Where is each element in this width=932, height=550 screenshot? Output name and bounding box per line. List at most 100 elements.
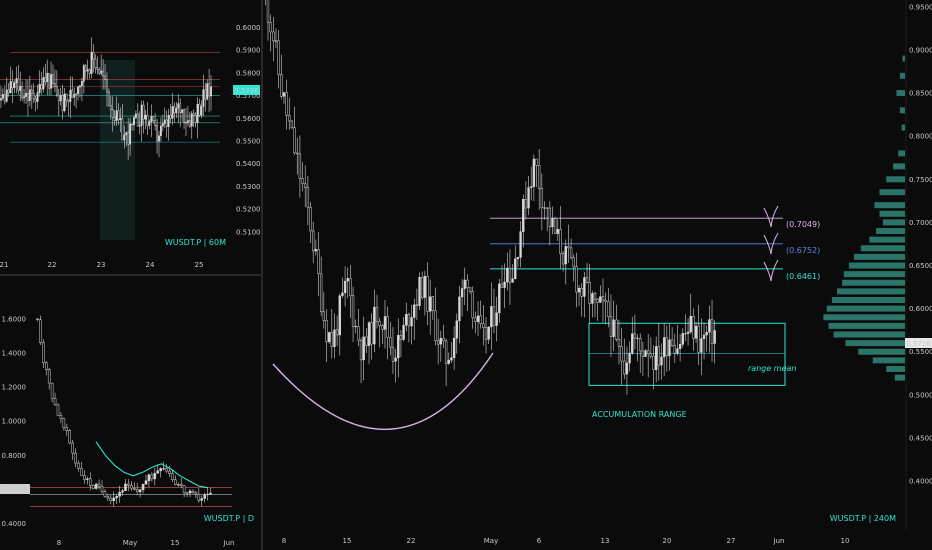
hourly-y-tick: 0.5400 — [236, 160, 261, 168]
daily-candle — [179, 484, 183, 486]
volume-profile-bar — [879, 189, 905, 196]
daily-candle — [44, 362, 48, 370]
volume-profile-bar — [823, 314, 905, 321]
volume-profile-bar — [872, 357, 905, 364]
daily-candle — [200, 498, 204, 501]
hourly-chart-panel[interactable]: 0.6000 0.5900 0.5800 0.5700 0.5600 0.5500 0.54… — [0, 24, 261, 269]
main-candle — [670, 339, 674, 346]
daily-candle — [206, 493, 209, 496]
daily-chart-panel[interactable]: 1.60001.40001.20001.00000.80000.60000.40… — [2, 315, 235, 547]
hourly-candle — [71, 89, 74, 98]
daily-candle — [86, 478, 89, 480]
daily-moving-average — [95, 441, 209, 489]
main-candle — [599, 296, 602, 303]
main-candle — [676, 348, 679, 354]
main-candle — [335, 329, 339, 336]
hourly-candle — [152, 116, 155, 121]
volume-profile-bar — [860, 245, 905, 252]
daily-candle — [39, 319, 42, 343]
hourly-candle — [186, 120, 189, 123]
target-arrow-icon — [763, 232, 779, 255]
hourly-candle — [106, 79, 108, 93]
hourly-candle — [198, 103, 201, 116]
main-candle — [325, 320, 328, 343]
main-candle — [351, 295, 355, 327]
hourly-candle — [55, 86, 58, 96]
main-candle — [660, 356, 663, 366]
hourly-candle — [25, 93, 27, 97]
main-candle — [397, 335, 400, 359]
daily-candle — [194, 492, 198, 495]
main-candle — [609, 316, 613, 337]
hourly-candle — [80, 81, 83, 86]
main-candle — [487, 326, 490, 340]
daily-candle — [130, 485, 133, 489]
main-x-tick: 22 — [407, 537, 416, 545]
hourly-candle — [30, 89, 33, 94]
main-y-tick: 0.7500 — [909, 176, 932, 184]
hourly-y-tick: 0.5900 — [236, 47, 261, 55]
daily-candle — [47, 369, 51, 384]
volume-profile-bar — [833, 331, 905, 338]
main-y-tick: 0.7000 — [909, 219, 932, 227]
volume-profile-bar — [886, 365, 905, 372]
hourly-candle — [69, 89, 72, 102]
main-candle — [338, 295, 341, 336]
hourly-candle — [142, 104, 145, 120]
hourly-candle — [146, 114, 149, 126]
daily-candle — [68, 430, 72, 444]
accumulation-range-box — [588, 322, 786, 386]
main-candle — [277, 40, 280, 75]
main-candle — [511, 278, 514, 283]
main-candle — [463, 279, 466, 289]
main-symbol-label: WUSDT.P | 240M — [830, 514, 896, 523]
daily-candle — [153, 473, 157, 480]
hourly-candle — [59, 95, 62, 102]
main-candle — [508, 267, 512, 283]
main-candle — [288, 114, 291, 122]
daily-candle — [141, 483, 145, 491]
hourly-candle — [129, 123, 132, 145]
main-candle — [306, 187, 310, 208]
hourly-candle — [119, 118, 122, 120]
main-candle — [319, 273, 323, 312]
volume-profile-bar — [826, 305, 905, 312]
daily-candle — [168, 470, 171, 474]
main-candle — [383, 316, 387, 330]
main-candle — [516, 257, 520, 260]
volume-profile-bar — [899, 107, 905, 114]
main-candle — [490, 306, 493, 328]
hourly-candle — [48, 72, 51, 89]
hourly-x-tick: 25 — [195, 261, 204, 269]
hourly-candle — [131, 123, 133, 126]
daily-candle — [77, 462, 80, 469]
hourly-candle — [196, 103, 199, 124]
hourly-candle — [107, 91, 110, 106]
hourly-candle — [190, 113, 193, 127]
main-candle — [647, 350, 650, 355]
hourly-y-tick: 0.5600 — [236, 115, 261, 123]
main-candle — [378, 321, 381, 326]
hourly-candle — [50, 74, 52, 89]
main-candle — [474, 317, 477, 322]
volume-profile-bar — [831, 297, 905, 304]
main-x-tick: 15 — [343, 537, 352, 545]
volume-profile-bar — [848, 262, 905, 269]
main-candle — [556, 229, 559, 234]
daily-symbol-label: WUSDT.P | D — [204, 514, 254, 523]
main-4h-chart-panel[interactable]: 0.9500 0.9000 0.8500 0.8000 0.7500 0.7000 0.65… — [264, 0, 932, 545]
hourly-candle — [1, 94, 4, 99]
daily-candle — [132, 487, 136, 490]
hourly-candle — [158, 135, 160, 142]
daily-x-tick: Jun — [223, 539, 235, 547]
hourly-candle — [92, 52, 95, 60]
volume-profile-bar — [858, 348, 905, 355]
hourly-candle — [134, 113, 137, 118]
main-candle — [402, 324, 405, 340]
hourly-candle — [206, 83, 209, 100]
main-candle — [654, 346, 658, 370]
main-y-tick: 0.4000 — [909, 478, 932, 486]
target-arrow-icon — [763, 259, 779, 282]
hourly-y-tick: 0.5200 — [236, 206, 261, 214]
hourly-candle — [79, 85, 81, 88]
